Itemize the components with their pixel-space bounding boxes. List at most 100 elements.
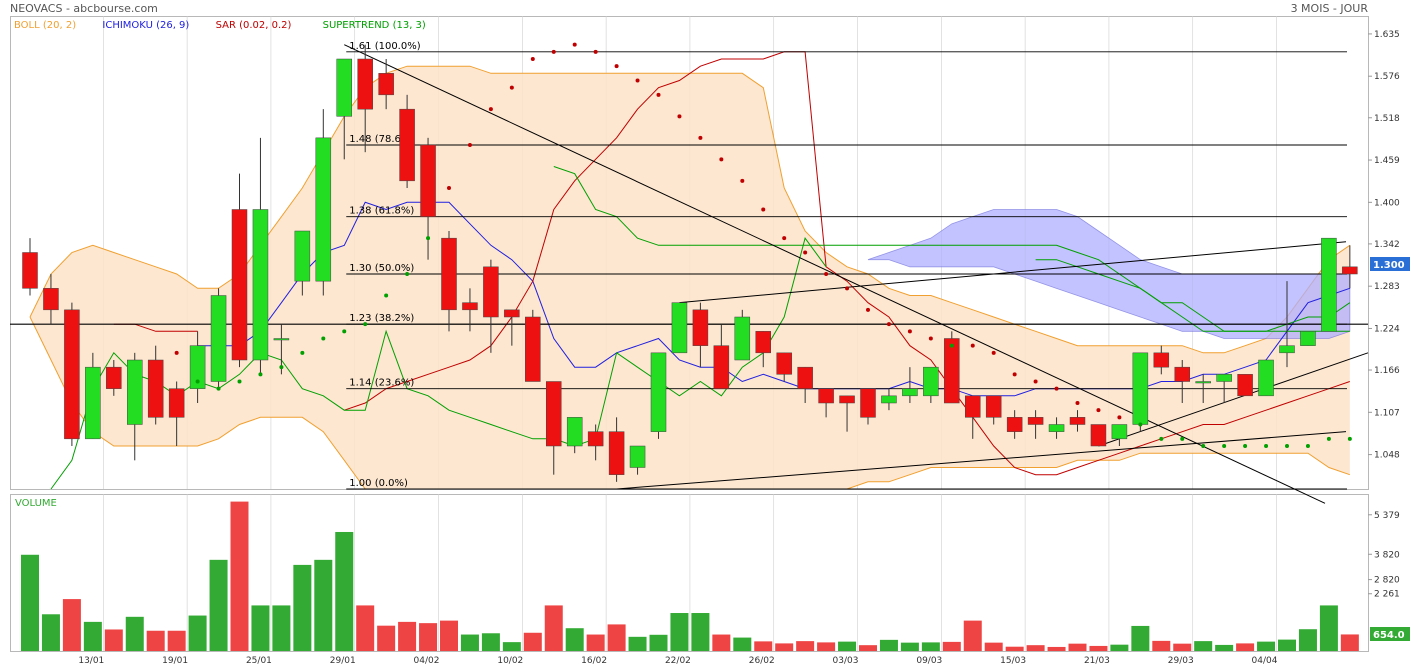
- y-tick-label: 1.224: [1374, 324, 1400, 334]
- candle-body: [22, 252, 38, 289]
- sar-dot: [614, 64, 619, 69]
- candle-body: [1300, 331, 1316, 346]
- candle-body: [1258, 359, 1274, 397]
- y-tick-label: 1.576: [1374, 72, 1400, 82]
- volume-bar: [272, 605, 291, 651]
- candle-body: [252, 209, 269, 361]
- trend-lines: [344, 44, 1369, 504]
- sar-dot: [258, 372, 263, 377]
- volume-bar: [796, 641, 815, 651]
- candle-body: [483, 266, 499, 318]
- volume-bar: [1173, 643, 1192, 651]
- candle-body: [902, 388, 918, 397]
- volume-bar: [1340, 634, 1359, 651]
- sar-dot: [551, 49, 556, 54]
- volume-bar: [963, 620, 982, 651]
- fibonacci-level-label: 1.38 (61.8%): [349, 206, 414, 217]
- svg-text:654.0: 654.0: [1373, 630, 1405, 641]
- y-tick-label-volume: 5 379: [1374, 511, 1400, 521]
- volume-bar: [188, 615, 207, 651]
- candle-body: [1195, 381, 1211, 384]
- sar-dots: [174, 42, 1352, 448]
- volume-bar: [586, 634, 605, 651]
- sar-dot: [845, 286, 850, 291]
- volume-bar: [670, 613, 689, 651]
- y-tick-label-volume: 2 261: [1374, 590, 1400, 600]
- x-tick-label: 10/02: [497, 656, 523, 666]
- volume-bar: [230, 501, 249, 651]
- sar-dot: [195, 379, 200, 384]
- candle-body: [755, 331, 771, 354]
- volume-bar: [293, 564, 312, 651]
- candle-body: [1153, 352, 1170, 368]
- downtrend-line: [344, 44, 1326, 504]
- candle-body: [1237, 374, 1253, 397]
- sar-dot: [1117, 415, 1122, 420]
- volume-bar: [523, 632, 542, 651]
- candle-body: [608, 431, 625, 475]
- bollinger-fill: [30, 66, 1350, 490]
- volume-bar: [41, 614, 60, 651]
- volume-bar: [649, 634, 668, 651]
- volume-bar: [1152, 640, 1171, 651]
- sar-dot: [216, 386, 221, 391]
- candle-body: [944, 338, 960, 404]
- volume-bar: [712, 634, 731, 651]
- candle-body: [378, 73, 394, 96]
- fibonacci-level-label: 1.00 (0.0%): [349, 478, 408, 489]
- candle-body: [357, 58, 373, 110]
- sar-dot: [1305, 444, 1310, 448]
- sar-dot: [782, 236, 787, 241]
- candle-body: [294, 230, 311, 282]
- candle-body: [965, 395, 981, 418]
- sar-dot: [1033, 379, 1038, 384]
- sar-dot: [1159, 436, 1164, 441]
- volume-bar: [1047, 646, 1066, 651]
- x-tick-label: 26/02: [749, 656, 775, 666]
- volume-bar: [481, 633, 500, 651]
- legend-item: SAR (0.02, 0.2): [216, 20, 292, 31]
- candle-body: [923, 366, 939, 397]
- last-volume-tag: 654.0: [1370, 627, 1410, 641]
- sar-dot: [740, 178, 745, 183]
- candle-body: [776, 352, 792, 375]
- volume-bar: [419, 623, 438, 651]
- volume-bar: [21, 554, 39, 651]
- candle-body: [420, 144, 436, 217]
- volume-bar: [398, 621, 417, 651]
- volume-bar: [1068, 643, 1087, 651]
- sar-dot: [1285, 444, 1289, 448]
- candle-body: [336, 58, 352, 117]
- sar-dot: [1326, 436, 1331, 441]
- sar-dot: [1096, 408, 1101, 413]
- volume-bar: [460, 634, 479, 651]
- volume-bar: [879, 639, 898, 651]
- y-axis-labels: 1.048 1.107 1.166 1.224 1.283 1.342 1.400 1.459…: [1368, 30, 1400, 600]
- sar-dot: [174, 350, 179, 355]
- volume-bar: [356, 605, 375, 651]
- x-tick-label: 21/03: [1084, 656, 1110, 666]
- candle-body: [881, 395, 897, 404]
- period-label: 3 MOIS - JOUR: [1291, 2, 1369, 15]
- sar-dot: [572, 42, 577, 47]
- fibonacci-level-label: 1.14 (23.6%): [349, 378, 414, 389]
- candle-body: [504, 309, 520, 318]
- sar-dot: [1012, 372, 1017, 377]
- sar-dot: [1264, 444, 1269, 448]
- candle-body: [1321, 237, 1337, 332]
- volume-bar: [942, 641, 961, 651]
- candle-body: [1132, 352, 1149, 425]
- candle-body: [1174, 366, 1190, 382]
- volume-bar: [377, 625, 396, 651]
- candle-body: [629, 445, 646, 468]
- sar-dot: [509, 85, 514, 90]
- sar-dot: [1075, 401, 1080, 405]
- candle-body: [587, 431, 604, 447]
- candle-body: [650, 352, 667, 432]
- sar-dot: [824, 272, 829, 276]
- volume-bar: [984, 642, 1003, 651]
- fibonacci-level-label: 1.61 (100.0%): [349, 41, 420, 52]
- sar-dot: [237, 379, 242, 384]
- sar-dot: [384, 293, 389, 298]
- candle-body: [315, 137, 332, 282]
